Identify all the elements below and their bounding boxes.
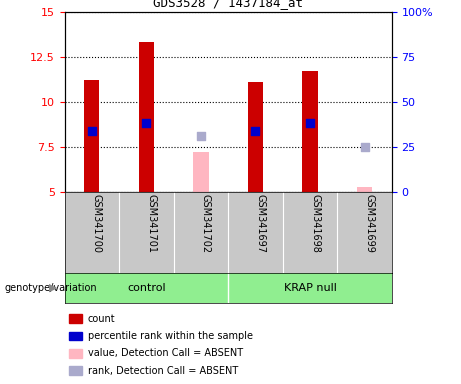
Point xyxy=(142,120,150,126)
Point xyxy=(252,127,259,134)
Text: rank, Detection Call = ABSENT: rank, Detection Call = ABSENT xyxy=(88,366,238,376)
Bar xyxy=(248,82,263,192)
Point xyxy=(306,120,313,126)
Text: percentile rank within the sample: percentile rank within the sample xyxy=(88,331,253,341)
Text: GSM341699: GSM341699 xyxy=(365,194,375,253)
Text: KRAP null: KRAP null xyxy=(284,283,337,293)
Text: GSM341700: GSM341700 xyxy=(92,194,102,253)
Text: GSM341698: GSM341698 xyxy=(310,194,320,253)
Text: genotype/variation: genotype/variation xyxy=(5,283,97,293)
Point xyxy=(361,144,368,150)
Bar xyxy=(302,71,318,192)
Text: count: count xyxy=(88,314,115,324)
Bar xyxy=(84,80,100,192)
Text: value, Detection Call = ABSENT: value, Detection Call = ABSENT xyxy=(88,348,242,358)
Title: GDS3528 / 1437184_at: GDS3528 / 1437184_at xyxy=(153,0,303,9)
Point xyxy=(197,133,205,139)
Text: GSM341702: GSM341702 xyxy=(201,194,211,253)
Text: GSM341701: GSM341701 xyxy=(146,194,156,253)
Bar xyxy=(357,187,372,192)
Text: GSM341697: GSM341697 xyxy=(255,194,266,253)
Point xyxy=(88,127,95,134)
Text: control: control xyxy=(127,283,165,293)
Text: ▶: ▶ xyxy=(49,283,57,293)
Bar xyxy=(193,152,208,192)
Bar xyxy=(139,42,154,192)
